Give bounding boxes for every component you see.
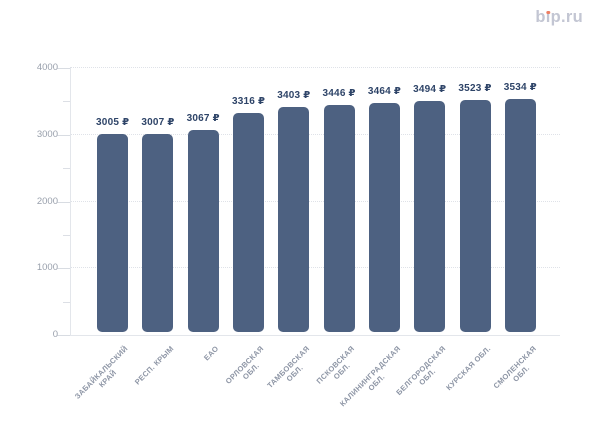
bar[interactable] bbox=[97, 133, 129, 332]
bar-value-label: 3403 ₽ bbox=[277, 90, 311, 102]
bar-slot: 3316 ₽ bbox=[226, 68, 271, 332]
bar-value-label: 3534 ₽ bbox=[503, 81, 537, 93]
y-axis-tick bbox=[57, 268, 70, 270]
bar-slot: 3523 ₽ bbox=[452, 68, 497, 332]
bar-slot: 3464 ₽ bbox=[362, 68, 407, 332]
y-axis-tick bbox=[57, 68, 70, 69]
bar[interactable] bbox=[278, 107, 310, 332]
bar[interactable] bbox=[142, 133, 174, 332]
bar-value-label: 3067 ₽ bbox=[186, 112, 220, 124]
bar-slot: 3067 ₽ bbox=[181, 68, 226, 332]
x-axis-label: ЗАБАЙКАЛЬСКИЙ КРАЙ bbox=[73, 344, 131, 401]
y-axis-tick bbox=[57, 335, 70, 336]
y-gridline bbox=[70, 67, 560, 68]
y-axis-tick-label: 4000 bbox=[36, 62, 58, 73]
logo-letter-i: ı bbox=[546, 9, 551, 26]
x-axis-label: ТАМБОВСКАЯ ОБЛ. bbox=[265, 344, 312, 390]
logo-letters-rest: p.ru bbox=[550, 8, 583, 26]
x-axis-label: РЕСП. КРЫМ bbox=[132, 344, 176, 387]
bar-value-label: 3007 ₽ bbox=[141, 116, 175, 128]
logo-letter-i-stem: ı bbox=[545, 8, 551, 26]
y-axis-tick bbox=[57, 201, 70, 203]
x-axis-label: КУРСКАЯ ОБЛ. bbox=[444, 344, 493, 393]
bar-slot: 3007 ₽ bbox=[135, 68, 180, 332]
bar[interactable] bbox=[368, 103, 400, 332]
x-axis-line bbox=[70, 335, 560, 336]
x-axis-label: ЕАО bbox=[202, 344, 221, 363]
bar-value-label: 3005 ₽ bbox=[96, 116, 130, 128]
y-gridline bbox=[70, 200, 560, 202]
x-axis-label: СМОЛЕНСКАЯ ОБЛ. bbox=[491, 344, 538, 391]
y-axis-tick-label: 1000 bbox=[36, 262, 58, 274]
bar-value-label: 3494 ₽ bbox=[413, 84, 447, 96]
bar-slot: 3494 ₽ bbox=[407, 68, 452, 332]
y-axis-tick-label: 3000 bbox=[36, 128, 58, 140]
logo-letter-b: b bbox=[535, 8, 546, 26]
y-axis-minor-tick bbox=[63, 301, 71, 303]
bar-value-label: 3523 ₽ bbox=[458, 82, 492, 94]
y-axis-minor-tick bbox=[63, 234, 71, 236]
bar[interactable] bbox=[233, 113, 265, 332]
x-axis-label: ОРЛОВСКАЯ ОБЛ. bbox=[224, 344, 266, 386]
bar-slot: 3534 ₽ bbox=[498, 68, 543, 332]
bar-slot: 3446 ₽ bbox=[316, 68, 361, 332]
bar[interactable] bbox=[323, 104, 355, 332]
bar-slot: 3005 ₽ bbox=[90, 68, 135, 332]
bar[interactable] bbox=[187, 129, 219, 332]
y-axis-tick bbox=[57, 134, 70, 136]
y-axis-line bbox=[70, 68, 71, 335]
bar-value-label: 3316 ₽ bbox=[231, 96, 266, 108]
bar-value-label: 3464 ₽ bbox=[367, 86, 402, 98]
y-axis-minor-tick bbox=[63, 101, 71, 103]
bar[interactable] bbox=[504, 98, 536, 332]
bip-ru-logo[interactable]: bı p.ru bbox=[535, 9, 583, 26]
logo-i-dot-icon bbox=[546, 10, 550, 14]
y-axis-tick-label: 0 bbox=[52, 329, 58, 340]
bar[interactable] bbox=[414, 101, 446, 332]
y-gridline bbox=[70, 267, 560, 269]
y-axis-minor-tick bbox=[63, 168, 71, 170]
bar-slot: 3403 ₽ bbox=[271, 68, 316, 332]
bar[interactable] bbox=[459, 99, 491, 332]
y-axis-tick-label: 2000 bbox=[36, 195, 58, 207]
bar-value-label: 3446 ₽ bbox=[322, 87, 356, 99]
y-gridline bbox=[70, 133, 560, 135]
bars-container: 3005 ₽ 3007 ₽ 3067 ₽ 3316 ₽ 3403 ₽ 3446 ₽ 3464… bbox=[90, 68, 543, 332]
